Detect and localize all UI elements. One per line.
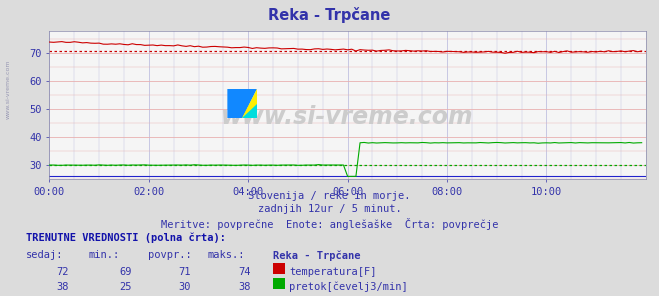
Text: www.si-vreme.com: www.si-vreme.com [221, 105, 474, 129]
Text: 74: 74 [238, 267, 250, 277]
Text: maks.:: maks.: [208, 250, 245, 260]
Text: sedaj:: sedaj: [26, 250, 64, 260]
Text: min.:: min.: [89, 250, 120, 260]
Text: Meritve: povprečne  Enote: anglešaške  Črta: povprečje: Meritve: povprečne Enote: anglešaške Črt… [161, 218, 498, 230]
Text: 69: 69 [119, 267, 132, 277]
Text: temperatura[F]: temperatura[F] [289, 267, 377, 277]
Text: TRENUTNE VREDNOSTI (polna črta):: TRENUTNE VREDNOSTI (polna črta): [26, 232, 226, 243]
Text: povpr.:: povpr.: [148, 250, 192, 260]
Text: zadnjih 12ur / 5 minut.: zadnjih 12ur / 5 minut. [258, 204, 401, 214]
Text: 38: 38 [57, 282, 69, 292]
Text: 38: 38 [238, 282, 250, 292]
Text: 25: 25 [119, 282, 132, 292]
Text: Reka - Trpčane: Reka - Trpčane [268, 7, 391, 23]
Text: 71: 71 [179, 267, 191, 277]
Text: www.si-vreme.com: www.si-vreme.com [5, 59, 11, 119]
Polygon shape [227, 89, 257, 118]
Text: 72: 72 [57, 267, 69, 277]
Text: 30: 30 [179, 282, 191, 292]
Text: Slovenija / reke in morje.: Slovenija / reke in morje. [248, 191, 411, 201]
Polygon shape [243, 104, 257, 118]
Polygon shape [243, 89, 257, 118]
Text: Reka - Trpčane: Reka - Trpčane [273, 250, 361, 260]
Text: pretok[čevelj3/min]: pretok[čevelj3/min] [289, 282, 408, 292]
